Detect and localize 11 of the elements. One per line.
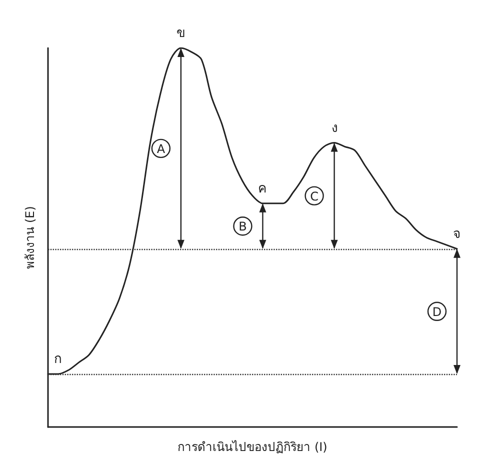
x-axis-title: การดำเนินไปของปฏิกิริยา (I) — [178, 440, 328, 454]
annotation: จ — [453, 226, 461, 242]
annotation: C — [310, 189, 318, 204]
annotation: ง — [331, 120, 338, 136]
y-axis-title: พลังงาน (E) — [23, 206, 37, 269]
annotation: A — [156, 142, 166, 156]
annotation: ก — [54, 352, 62, 367]
annotation: B — [238, 220, 247, 234]
annotation: ข — [176, 26, 186, 41]
annotation: ค — [258, 181, 268, 196]
annotation: D — [432, 304, 442, 319]
